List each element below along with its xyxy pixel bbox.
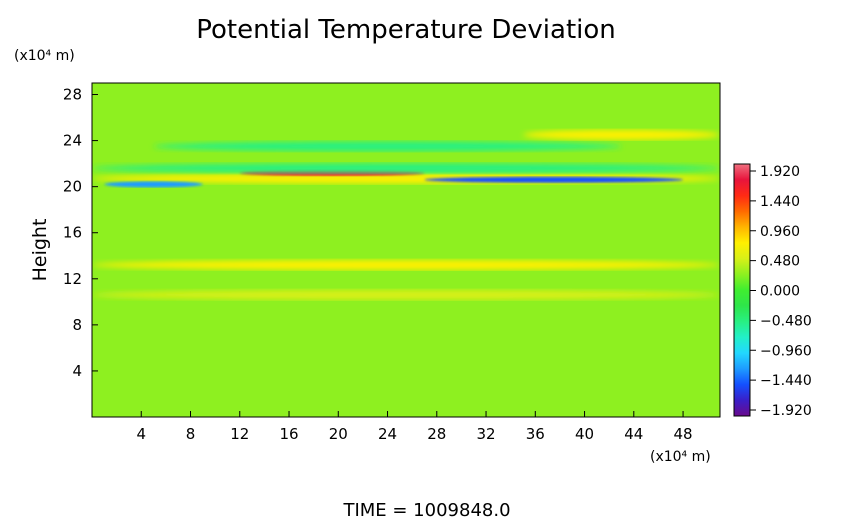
y-tick-label: 4 — [72, 362, 82, 380]
colorbar-ticks: 1.920 1.440 0.960 0.480 0.000 −0.480 −0.960 −1.… — [750, 164, 812, 419]
colorbar: 1.920 1.440 0.960 0.480 0.000 −0.480 −0.960 −1.… — [733, 163, 812, 419]
x-tick-label: 44 — [624, 425, 643, 443]
x-tick-label: 20 — [329, 425, 348, 443]
colorbar-tick-label: −0.480 — [760, 313, 812, 329]
colorbar-frame — [733, 163, 751, 417]
x-tick-label: 32 — [476, 425, 495, 443]
plot-frame — [91, 82, 721, 418]
x-tick-label: 8 — [186, 425, 196, 443]
heatmap-field — [92, 83, 720, 417]
heatmap-band — [92, 163, 720, 174]
colorbar-tick-label: −0.960 — [760, 343, 812, 359]
heatmap-band — [522, 129, 720, 140]
y-tick-label: 16 — [63, 224, 82, 242]
colorbar-tick-label: −1.440 — [760, 373, 812, 389]
x-tick-label: 48 — [674, 425, 693, 443]
y-axis: 4 8 12 16 20 24 28 — [63, 86, 98, 380]
y-tick-label: 20 — [63, 178, 82, 196]
heatmap-band — [92, 259, 720, 270]
heatmap-band — [104, 181, 203, 188]
colorbar-tick-label: 1.440 — [760, 194, 800, 210]
x-tick-label: 24 — [378, 425, 397, 443]
y-axis-label: Height — [29, 219, 51, 282]
colorbar-tick-label: 0.960 — [760, 224, 800, 240]
colorbar-tick-label: 0.480 — [760, 254, 800, 270]
x-tick-label: 40 — [575, 425, 594, 443]
x-axis: 4 8 12 16 20 24 28 32 36 40 44 48 — [136, 411, 693, 443]
x-tick-label: 4 — [136, 425, 146, 443]
colorbar-tick-label: −1.920 — [760, 403, 812, 419]
x-unit-label: (x10⁴ m) — [650, 449, 711, 465]
y-tick-label: 8 — [72, 316, 82, 334]
colorbar-tick-label: 0.000 — [760, 284, 800, 300]
heatmap-band — [153, 141, 622, 152]
y-tick-label: 28 — [63, 86, 82, 104]
y-tick-label: 12 — [63, 270, 82, 288]
colorbar-gradient — [734, 164, 750, 416]
y-unit-label: (x10⁴ m) — [14, 48, 75, 64]
y-tick-label: 24 — [63, 132, 82, 150]
chart-title: Potential Temperature Deviation — [196, 15, 616, 45]
heatmap-band — [92, 289, 720, 300]
x-tick-label: 12 — [230, 425, 249, 443]
colorbar-tick-label: 1.920 — [760, 164, 800, 180]
x-tick-label: 16 — [279, 425, 298, 443]
x-tick-label: 36 — [526, 425, 545, 443]
heatmap-band — [424, 176, 684, 183]
heatmap-features — [92, 129, 720, 300]
time-label: TIME = 1009848.0 — [342, 500, 510, 519]
x-tick-label: 28 — [427, 425, 446, 443]
